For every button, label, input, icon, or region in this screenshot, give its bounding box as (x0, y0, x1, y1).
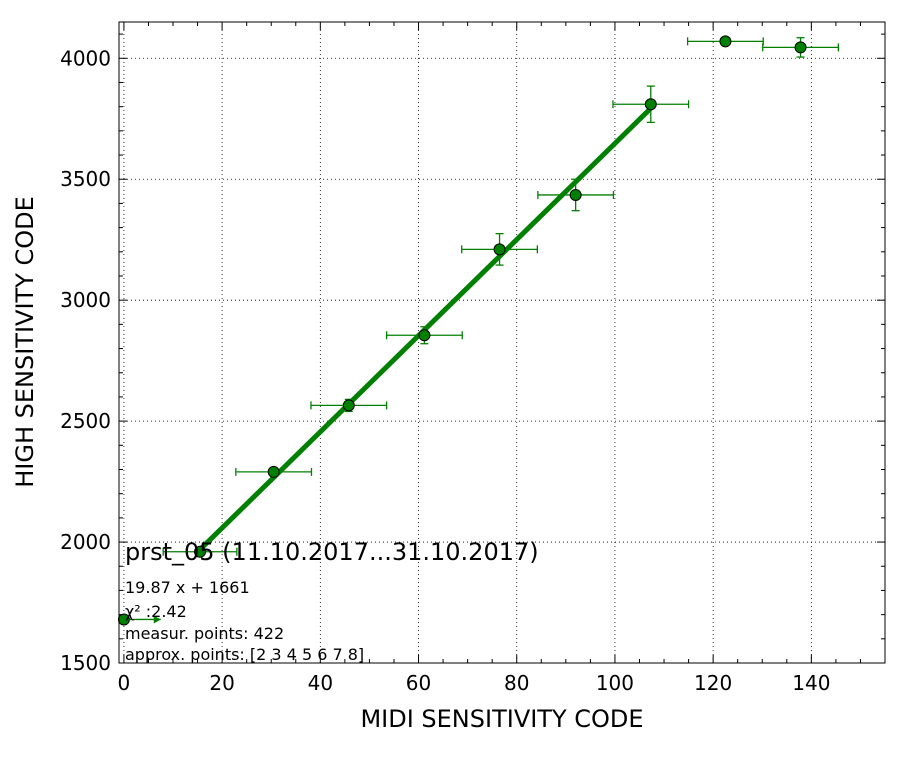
data-point (719, 35, 732, 48)
chart-title: prst_05 (11.10.2017...31.10.2017) (125, 538, 539, 566)
data-point (194, 545, 207, 558)
data-points (117, 35, 807, 626)
x-axis-label: MIDI SENSITIVITY CODE (360, 705, 643, 733)
annotation-approx-points: approx. points: [2 3 4 5 6 7 8] (125, 645, 364, 664)
y-tick-label: 4000 (60, 46, 111, 70)
data-point (794, 41, 807, 54)
y-tick-label: 2500 (60, 409, 111, 433)
data-point (493, 243, 506, 256)
x-tick-label: 0 (118, 671, 131, 695)
x-tick-label: 100 (596, 671, 634, 695)
x-tick-label: 60 (406, 671, 431, 695)
plot-frame (118, 21, 886, 664)
data-point (342, 399, 355, 412)
x-error-arrow (153, 615, 161, 624)
x-tick-label: 80 (504, 671, 529, 695)
x-tick-label: 140 (792, 671, 830, 695)
annotation-chi-square: χ² :2.42 (125, 602, 187, 621)
x-tick-labels: 0 20 40 60 80 100 120 140 (118, 671, 831, 695)
y-tick-label: 3000 (60, 288, 111, 312)
y-tick-label: 2000 (60, 530, 111, 554)
y-axis-label: HIGH SENSITIVITY CODE (11, 196, 39, 488)
annotation-measur-points: measur. points: 422 (125, 624, 284, 643)
annotation-fit-equation: 19.87 x + 1661 (125, 578, 250, 597)
data-point (644, 98, 657, 111)
y-tick-label: 1500 (60, 651, 111, 675)
x-tick-label: 120 (694, 671, 732, 695)
y-tick-labels: 1500 2000 2500 3000 3500 4000 (60, 46, 111, 675)
data-point (117, 613, 130, 626)
plot-background (119, 22, 885, 663)
x-tick-label: 20 (209, 671, 234, 695)
data-point (569, 188, 582, 201)
x-tick-label: 40 (308, 671, 333, 695)
y-tick-label: 3500 (60, 167, 111, 191)
tick-marks (119, 22, 885, 664)
grid (119, 22, 885, 664)
data-point (267, 465, 280, 478)
data-point (418, 329, 431, 342)
